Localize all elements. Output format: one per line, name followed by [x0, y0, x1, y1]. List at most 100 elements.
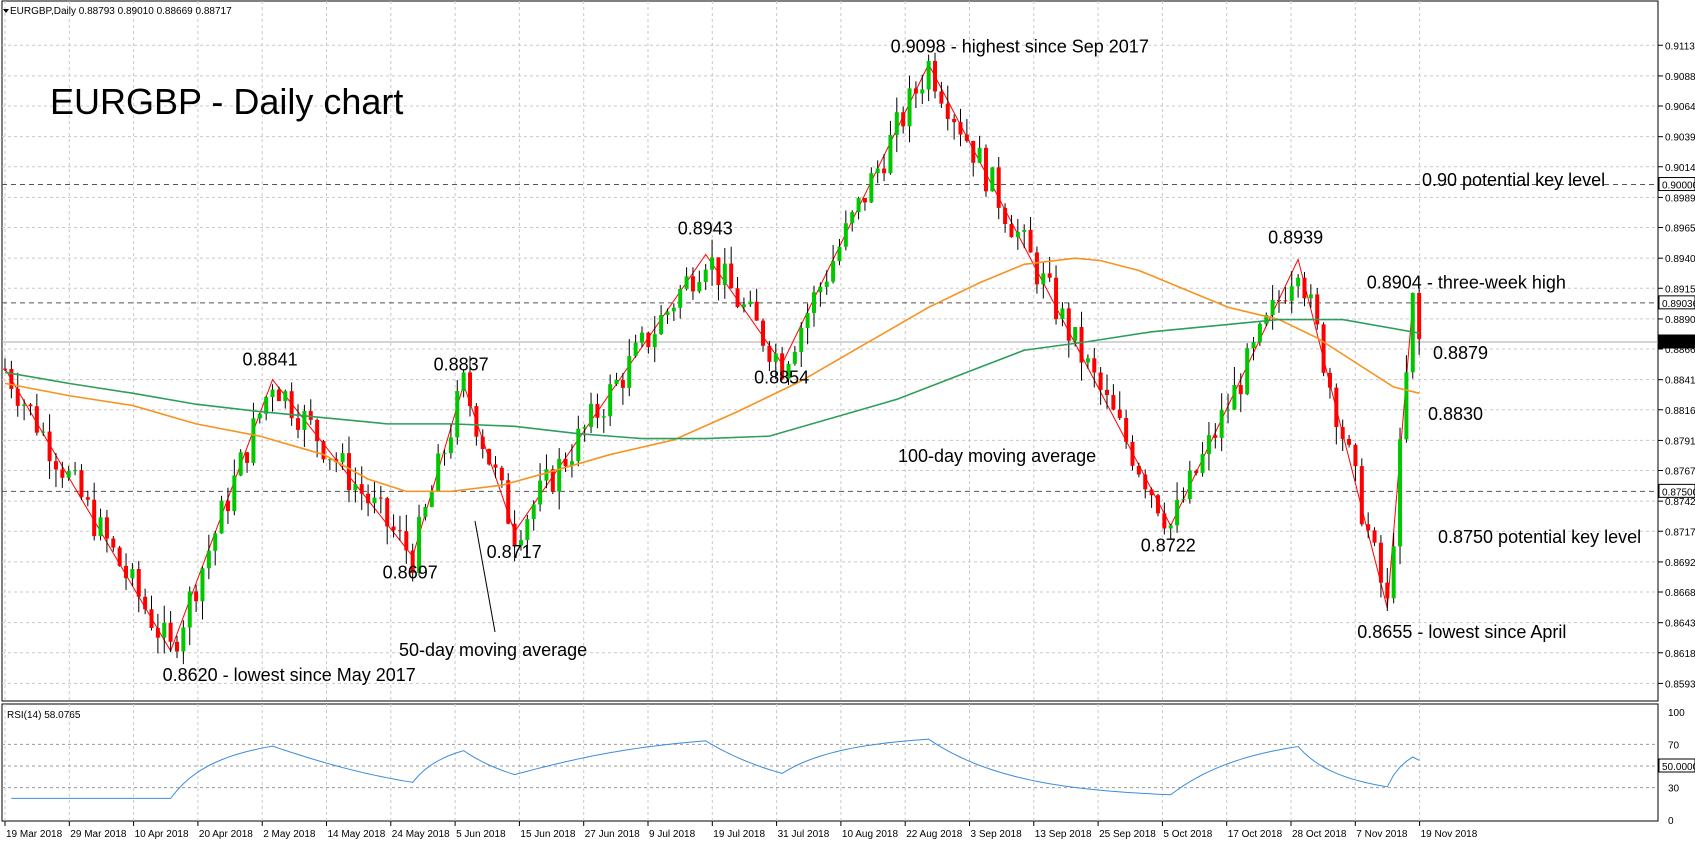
candle-body — [1257, 323, 1262, 343]
candle-body — [1079, 327, 1084, 363]
swing-labels: 0.8620 - lowest since May 2017 0.8841 0.86… — [163, 36, 1567, 685]
candle-body — [843, 223, 848, 247]
candle-body — [1003, 207, 1008, 225]
candle-body — [971, 140, 976, 163]
candle-body — [499, 467, 504, 481]
rsi-tick-label: 30 — [1668, 784, 1680, 795]
ma100-line — [4, 318, 1420, 440]
date-tick-label: 14 May 2018 — [328, 829, 386, 840]
swing-label: 0.8697 — [383, 562, 438, 582]
candle-body — [1283, 300, 1288, 302]
candle-body — [130, 569, 135, 579]
candle-body — [882, 168, 887, 174]
price-tag — [1658, 334, 1695, 349]
date-tick-label: 3 Sep 2018 — [971, 829, 1023, 840]
candle-body — [1136, 465, 1141, 475]
candle-body — [563, 458, 568, 467]
candle-body — [143, 596, 148, 610]
candle-body — [79, 470, 84, 498]
price-tick-label: 0.89155 — [1665, 284, 1695, 295]
rsi-label: RSI(14) 58.0765 — [7, 710, 81, 721]
candle-body — [124, 565, 129, 579]
candle-body — [1327, 372, 1332, 388]
candle-body — [894, 112, 899, 135]
candle-body — [1175, 499, 1180, 526]
candle-body — [1277, 299, 1281, 301]
swing-label: 0.8854 — [754, 368, 809, 388]
candle-body — [538, 480, 543, 505]
candle-body — [429, 490, 434, 507]
candle-body — [544, 469, 549, 481]
swing-label: 0.8939 — [1268, 227, 1323, 247]
candle-body — [60, 469, 65, 478]
candle-body — [633, 342, 638, 357]
candle-body — [958, 122, 963, 135]
candle-body — [493, 464, 498, 468]
candle-body — [690, 276, 695, 292]
candle-body — [41, 431, 46, 433]
date-tick-label: 31 Jul 2018 — [778, 829, 830, 840]
candle-body — [1340, 427, 1345, 439]
candle-body — [1054, 277, 1059, 320]
candle-body — [327, 459, 332, 461]
candle-body — [410, 550, 415, 573]
candle-body — [799, 327, 804, 352]
candle-body — [1232, 384, 1237, 410]
candle-body — [149, 609, 154, 629]
candle-body — [251, 418, 256, 463]
collapse-arrow-icon[interactable] — [3, 9, 9, 13]
swing-label: 0.8717 — [487, 542, 542, 562]
candle-body — [1270, 299, 1275, 315]
candle-body — [824, 281, 829, 287]
candle-body — [34, 406, 39, 433]
candle-body — [378, 497, 383, 499]
key-level-lines — [2, 184, 1658, 492]
candle-body — [225, 500, 230, 512]
date-tick-label: 19 Jul 2018 — [713, 829, 765, 840]
candle-body — [1238, 384, 1243, 395]
rsi-tick-label: 50.0000 — [1662, 762, 1695, 773]
candle-body — [442, 453, 447, 455]
candle-body — [786, 363, 791, 379]
date-tick-label: 27 Jun 2018 — [585, 829, 640, 840]
candle-body — [780, 353, 785, 379]
moving-averages — [4, 257, 1420, 493]
candle-body — [907, 88, 912, 127]
candle-body — [506, 480, 511, 524]
candle-body — [257, 413, 262, 419]
candle-body — [1168, 525, 1173, 529]
candle-body — [264, 397, 269, 414]
candle-body — [856, 198, 861, 213]
swing-label: 0.8837 — [434, 355, 489, 375]
date-tick-label: 20 Apr 2018 — [199, 829, 253, 840]
candle-body — [945, 103, 950, 119]
candle-body — [1143, 474, 1148, 490]
rsi-tick-label: 0 — [1668, 816, 1674, 827]
candle-body — [550, 469, 555, 492]
candle-body — [1028, 229, 1033, 253]
candle-body — [1289, 286, 1294, 301]
candle-body — [1245, 348, 1250, 395]
date-tick-label: 2 May 2018 — [263, 829, 316, 840]
candle-body — [983, 147, 988, 192]
price-tick-label: 0.89895 — [1665, 193, 1695, 204]
candle-body — [996, 167, 1001, 208]
candle-body — [480, 436, 485, 449]
candle-body — [1206, 435, 1211, 455]
price-tag — [1658, 177, 1695, 192]
candle-body — [1085, 358, 1090, 363]
candle-body — [735, 288, 740, 308]
date-tick-label: 19 Mar 2018 — [6, 829, 63, 840]
candle-body — [818, 286, 823, 293]
date-tick-label: 10 Apr 2018 — [135, 829, 189, 840]
rsi-panel — [1, 703, 1659, 822]
candle-body — [340, 453, 345, 463]
candle-body — [614, 379, 619, 385]
candle-body — [1066, 308, 1071, 341]
candle-body — [1092, 358, 1097, 373]
candle-body — [461, 372, 466, 392]
